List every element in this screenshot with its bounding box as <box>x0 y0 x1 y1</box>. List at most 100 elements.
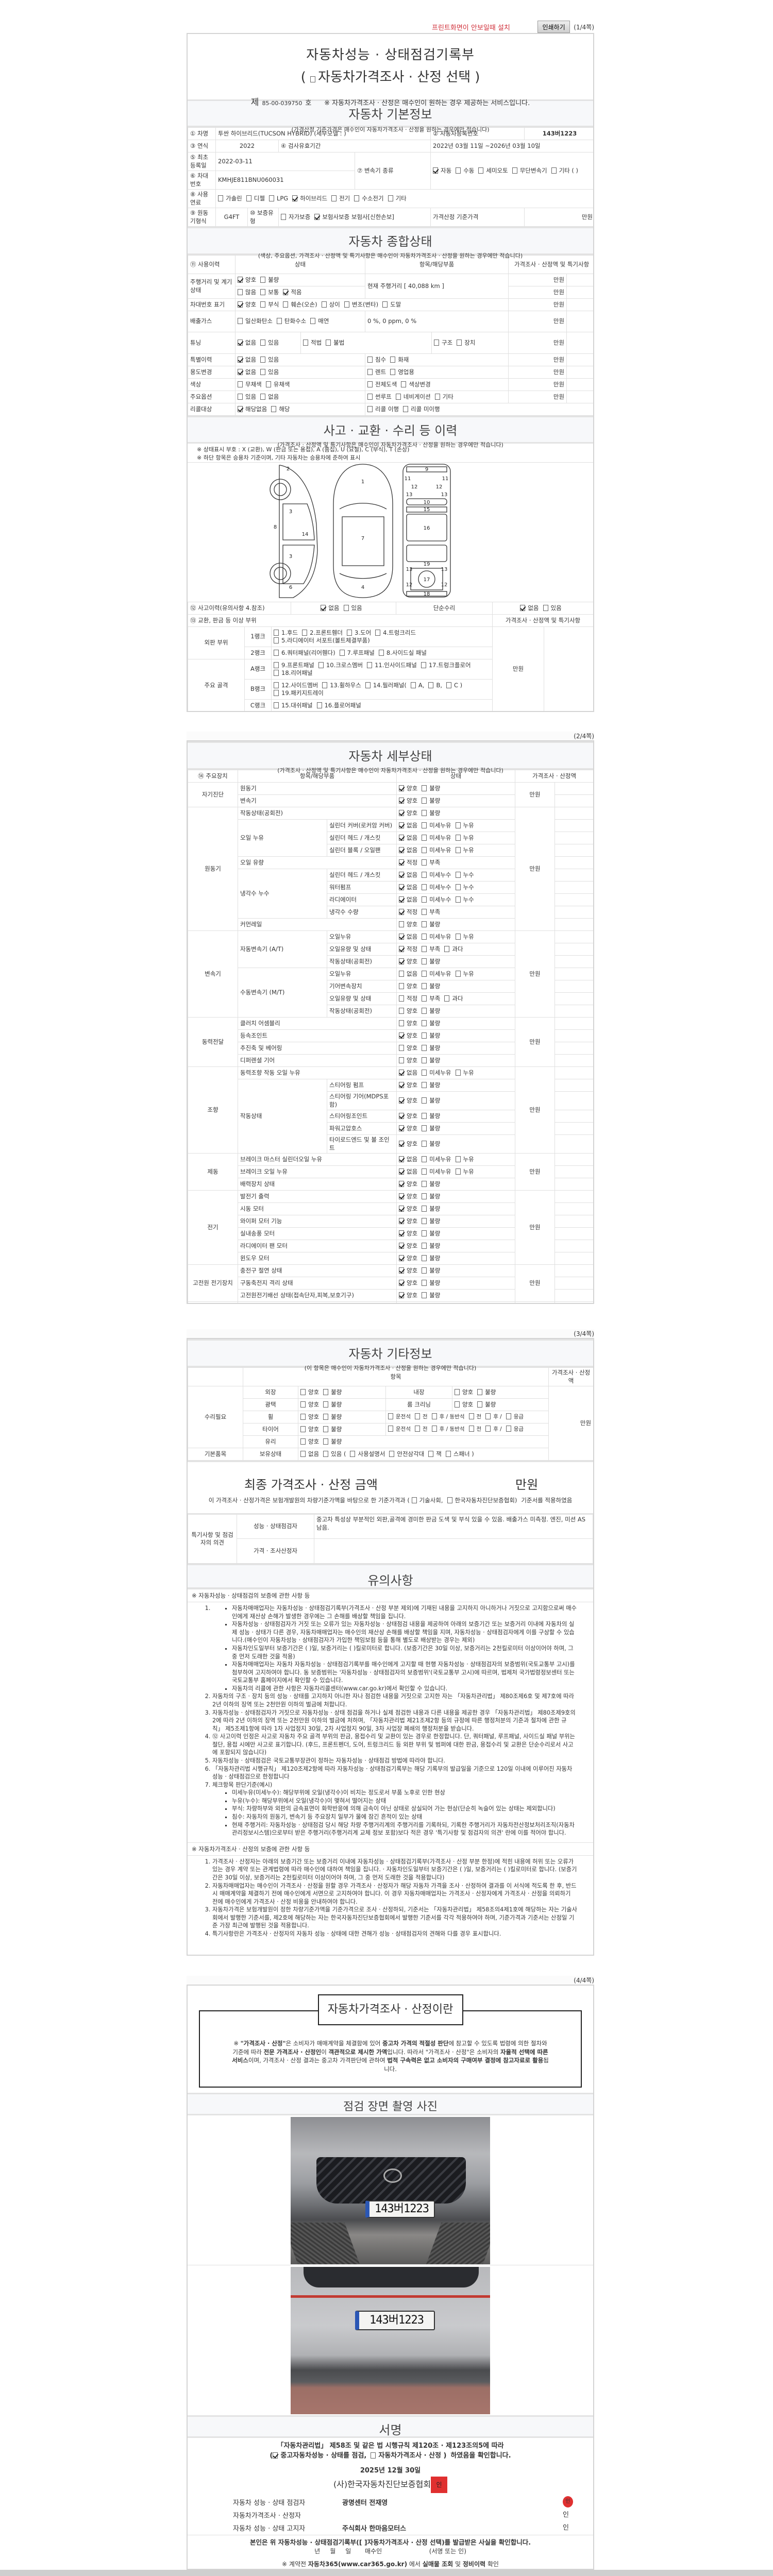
checkbox-option[interactable]: 누유 <box>455 1069 474 1077</box>
checkbox-option[interactable]: 불량 <box>260 276 279 284</box>
checkbox[interactable] <box>422 1193 427 1199</box>
checkbox-option[interactable]: 누유 <box>455 846 474 855</box>
checkbox-option[interactable]: 1.후드 <box>274 629 298 637</box>
checkbox[interactable] <box>422 1069 427 1076</box>
checkbox-option[interactable]: 전 <box>414 1413 428 1420</box>
checkbox[interactable] <box>399 871 405 878</box>
checkbox-option[interactable]: 자동 <box>433 167 451 175</box>
vin-marking[interactable]: 양호 부식 훼손(오손) 상이 변조(변타) 도말 <box>234 298 509 312</box>
checkbox[interactable] <box>410 682 416 688</box>
checkbox-option[interactable]: 불량 <box>422 1007 440 1015</box>
state-options[interactable]: 양호 불량 <box>396 1277 516 1290</box>
checkbox-option[interactable]: 불량 <box>422 809 440 818</box>
checkbox-option[interactable]: 불량 <box>422 958 440 966</box>
checkbox[interactable] <box>274 682 279 688</box>
checkbox-option[interactable]: 미세누유 <box>422 822 451 830</box>
checkbox-option[interactable]: 13.휠하우스 <box>322 682 361 690</box>
checkbox[interactable] <box>238 276 243 283</box>
checkbox-option[interactable]: 부족 <box>422 995 440 1003</box>
checkbox[interactable] <box>422 1032 427 1039</box>
checkbox[interactable] <box>455 871 461 878</box>
checkbox-option[interactable]: 보험사보증 보험사[신한손보] <box>314 213 394 222</box>
checkbox[interactable] <box>399 1230 405 1236</box>
checkbox-option[interactable]: 16.플로어패널 <box>316 702 361 710</box>
checkbox-option[interactable]: 자동차가격조사 · 산정 ) <box>371 2450 446 2460</box>
checkbox-option[interactable]: 있음 <box>260 368 279 377</box>
checkbox-option[interactable]: 디젤 <box>246 195 265 203</box>
checkbox[interactable] <box>422 1156 427 1162</box>
checkbox-option[interactable]: 양호 <box>399 1242 417 1250</box>
checkbox[interactable] <box>300 1388 306 1395</box>
state-options[interactable]: 양호 불량 <box>396 1134 516 1154</box>
confirmation-options[interactable]: 중고자동차성능 · 상태를 점검, 자동차가격조사 · 산정 ) <box>273 2452 450 2460</box>
checkbox[interactable] <box>399 1020 405 1026</box>
checkbox-option[interactable]: 양호 <box>399 958 417 966</box>
checkbox[interactable] <box>399 785 405 791</box>
checkbox-option[interactable]: 불량 <box>422 1044 440 1053</box>
checkbox-option[interactable]: 8.사이드실 패널 <box>378 649 427 657</box>
checkbox[interactable] <box>260 393 266 400</box>
checkbox[interactable] <box>422 921 427 927</box>
checkbox[interactable] <box>238 393 243 400</box>
checkbox[interactable] <box>422 933 427 940</box>
checkbox-option[interactable]: 구조 <box>434 339 452 347</box>
checkbox-option[interactable]: 미세누유 <box>422 1156 451 1164</box>
checkbox-option[interactable]: 후 / <box>485 1413 502 1420</box>
checkbox[interactable] <box>455 970 461 977</box>
checkbox[interactable] <box>399 921 405 927</box>
checkbox[interactable] <box>399 1279 405 1286</box>
checkbox-option[interactable]: 19.패키지트레이 <box>274 689 324 698</box>
checkbox-option[interactable]: 불량 <box>323 1413 342 1421</box>
checkbox[interactable] <box>422 1217 427 1224</box>
checkbox[interactable] <box>283 301 289 308</box>
checkbox[interactable] <box>367 662 373 668</box>
checkbox-option[interactable]: 하이브리드 <box>292 195 327 203</box>
checkbox-option[interactable]: 불량 <box>422 1020 440 1028</box>
checkbox-option[interactable]: 누유 <box>455 970 474 978</box>
checkbox[interactable] <box>506 1413 511 1420</box>
checkbox-option[interactable]: 불량 <box>422 785 440 793</box>
checkbox[interactable] <box>390 356 396 363</box>
checkbox-option[interactable]: 양호 <box>399 809 417 818</box>
checkbox[interactable] <box>300 1426 306 1432</box>
checkbox-option[interactable]: 불량 <box>422 797 440 805</box>
rank-parts[interactable]: 15.대쉬패널 16.플로어패널 <box>271 699 493 711</box>
checkbox-option[interactable]: 장치 <box>457 339 475 347</box>
checkbox[interactable] <box>303 339 308 346</box>
checkbox[interactable] <box>344 301 349 308</box>
checkbox[interactable] <box>399 1255 405 1261</box>
checkbox-option[interactable]: 리콜 미이행 <box>403 405 440 414</box>
checkbox[interactable] <box>422 1081 427 1088</box>
checkbox-option[interactable]: 수소전기 <box>354 195 384 203</box>
checkbox-option[interactable]: 있음 <box>260 339 279 347</box>
checkbox[interactable] <box>399 797 405 804</box>
checkbox[interactable] <box>468 1426 474 1432</box>
checkbox-option[interactable]: 후 / <box>485 1426 502 1433</box>
checkbox[interactable] <box>388 1426 393 1432</box>
checkbox-option[interactable]: 양호 <box>455 1388 473 1397</box>
checkbox[interactable] <box>447 1497 452 1504</box>
checkbox[interactable] <box>375 629 381 636</box>
checkbox[interactable] <box>268 195 274 201</box>
checkbox-option[interactable]: 10.크로스멤버 <box>318 662 363 670</box>
state-options[interactable]: 양호 불량 <box>396 980 516 993</box>
checkbox[interactable] <box>399 1069 405 1076</box>
checkbox[interactable] <box>422 834 427 841</box>
checkbox[interactable] <box>399 1242 405 1249</box>
state-options[interactable]: 양호 불량 <box>396 1240 516 1253</box>
checkbox-option[interactable]: 불량 <box>323 1438 342 1446</box>
checkbox[interactable] <box>389 1450 395 1457</box>
checkbox-option[interactable]: 양호 <box>399 1032 417 1040</box>
checkbox[interactable] <box>399 884 405 890</box>
glass-status[interactable]: 양호 불량 <box>297 1435 549 1449</box>
checkbox-option[interactable]: 미세누유 <box>422 933 451 941</box>
state-options[interactable]: 양호 불량 <box>396 1005 516 1018</box>
recall-items[interactable]: 리콜 이행 리콜 미이행 <box>365 403 593 416</box>
state-options[interactable]: 없음 미세누유 누유 <box>396 1066 516 1079</box>
checkbox-option[interactable]: 9.프론트패널 <box>274 662 314 670</box>
checkbox-option[interactable]: 유채색 <box>265 381 290 389</box>
checkbox[interactable] <box>422 1140 427 1147</box>
checkbox[interactable] <box>422 846 427 853</box>
checkbox[interactable] <box>246 195 251 201</box>
checkbox-option[interactable]: 자가보증 <box>281 213 310 222</box>
